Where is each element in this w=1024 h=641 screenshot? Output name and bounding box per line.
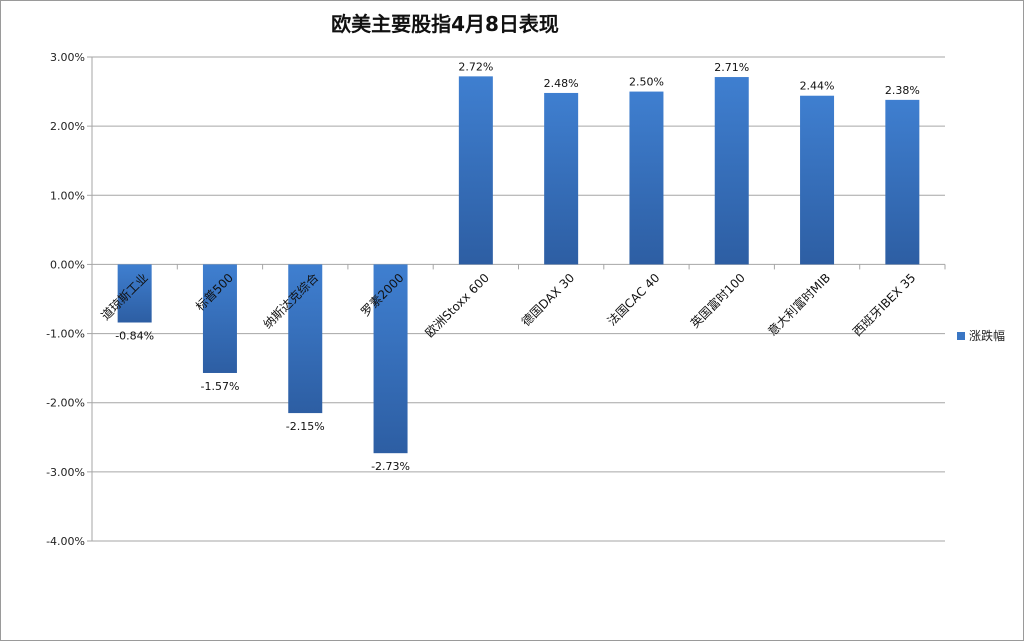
data-label: 2.50% bbox=[629, 76, 664, 89]
y-tick-label: 0.00% bbox=[50, 258, 85, 271]
data-label: 2.48% bbox=[544, 77, 579, 90]
x-tick-label: 意大利富时MIB bbox=[764, 270, 833, 339]
y-axis: 3.00% 2.00% 1.00% 0.00% -1.00% -2.00% -3.00% -4… bbox=[46, 51, 93, 548]
y-tick-label: 3.00% bbox=[50, 51, 85, 64]
bar bbox=[714, 77, 749, 265]
x-tick-label: 欧洲Stoxx 600 bbox=[423, 271, 492, 340]
bar bbox=[288, 264, 323, 414]
y-tick-label: 1.00% bbox=[50, 189, 85, 202]
chart-title: 欧美主要股指4月8日表现 bbox=[331, 12, 559, 36]
data-label: -0.84% bbox=[115, 330, 154, 343]
data-label: 2.71% bbox=[714, 61, 749, 74]
bar bbox=[800, 95, 835, 265]
bars: -0.84% -1.57% -2.15% -2.73% 2.72% 2.48% 2.50% 2… bbox=[115, 60, 920, 473]
bar bbox=[458, 76, 493, 265]
data-label: -2.73% bbox=[371, 460, 410, 473]
y-tick-label: 2.00% bbox=[50, 120, 85, 133]
data-label: 2.38% bbox=[885, 84, 920, 97]
bar bbox=[885, 99, 920, 265]
y-tick-label: -3.00% bbox=[46, 466, 85, 479]
legend: 涨跌幅 bbox=[957, 327, 1005, 344]
x-tick-label: 德国DAX 30 bbox=[518, 270, 577, 329]
data-label: 2.44% bbox=[800, 80, 835, 93]
x-tick-label: 西班牙IBEX 35 bbox=[850, 271, 918, 339]
y-tick-label: -2.00% bbox=[46, 397, 85, 410]
y-tick-label: -4.00% bbox=[46, 535, 85, 548]
bar bbox=[202, 264, 237, 373]
bar bbox=[629, 91, 664, 265]
bar bbox=[373, 264, 408, 454]
x-tick-label: 英国富时100 bbox=[687, 270, 748, 331]
bar bbox=[117, 264, 152, 323]
data-label: 2.72% bbox=[458, 60, 493, 73]
y-tick-label: -1.00% bbox=[46, 328, 85, 341]
x-tick-label: 法国CAC 40 bbox=[605, 271, 663, 329]
bar bbox=[544, 92, 579, 265]
data-label: -1.57% bbox=[200, 380, 239, 393]
legend-label: 涨跌幅 bbox=[969, 329, 1006, 343]
data-label: -2.15% bbox=[286, 420, 325, 433]
legend-swatch bbox=[957, 331, 965, 340]
